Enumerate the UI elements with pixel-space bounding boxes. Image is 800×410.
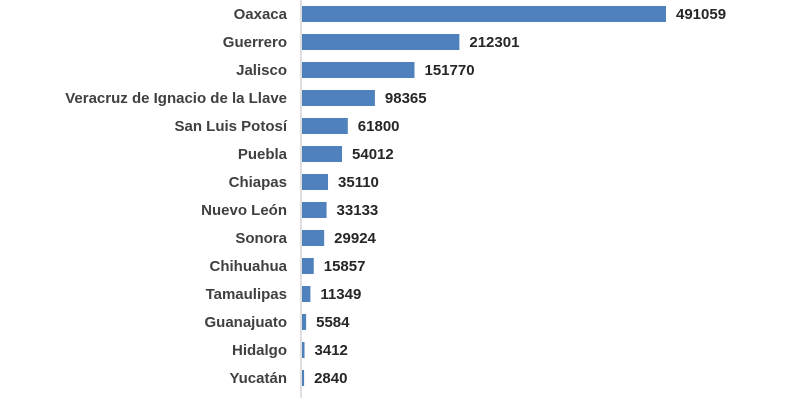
value-labels-group: 491059 212301 151770 98365 61800 54012 35110 33… xyxy=(314,6,726,387)
bar xyxy=(302,314,307,330)
value-label: 98365 xyxy=(385,90,427,107)
value-label: 54012 xyxy=(352,146,394,163)
category-label: Yucatán xyxy=(229,370,287,387)
value-label: 491059 xyxy=(676,6,726,23)
value-label: 35110 xyxy=(338,174,379,191)
bars-group xyxy=(302,6,666,386)
bar xyxy=(302,174,329,190)
value-label: 33133 xyxy=(337,202,379,219)
value-label: 212301 xyxy=(469,34,519,51)
bar xyxy=(302,230,325,246)
bar xyxy=(302,342,305,358)
bar xyxy=(302,62,415,78)
bar xyxy=(302,258,314,274)
category-label: Puebla xyxy=(238,146,288,163)
category-label: San Luis Potosí xyxy=(174,118,287,135)
category-label: Veracruz de Ignacio de la Llave xyxy=(65,90,287,107)
value-label: 2840 xyxy=(314,370,347,387)
category-label: Oaxaca xyxy=(234,6,288,23)
bar xyxy=(302,286,311,302)
category-label: Tamaulipas xyxy=(206,286,287,303)
value-label: 5584 xyxy=(316,314,350,331)
value-label: 15857 xyxy=(324,258,366,275)
category-label: Hidalgo xyxy=(232,342,287,359)
category-label: Nuevo León xyxy=(201,202,287,219)
value-label: 29924 xyxy=(334,230,376,247)
bar xyxy=(302,118,348,134)
category-label: Guanajuato xyxy=(204,314,287,331)
category-label: Sonora xyxy=(235,230,287,247)
bar xyxy=(302,202,327,218)
value-label: 11349 xyxy=(320,286,361,303)
category-label: Chihuahua xyxy=(210,258,288,275)
category-label: Guerrero xyxy=(223,34,287,51)
bar xyxy=(302,34,460,50)
category-labels-group: Oaxaca Guerrero Jalisco Veracruz de Ignacio… xyxy=(65,6,288,387)
category-label: Chiapas xyxy=(229,174,287,191)
value-label: 61800 xyxy=(358,118,400,135)
value-label: 3412 xyxy=(315,342,348,359)
bar xyxy=(302,6,666,22)
category-label: Jalisco xyxy=(236,62,287,79)
value-label: 151770 xyxy=(425,62,475,79)
bar xyxy=(302,370,305,386)
bar xyxy=(302,90,375,106)
bar xyxy=(302,146,343,162)
